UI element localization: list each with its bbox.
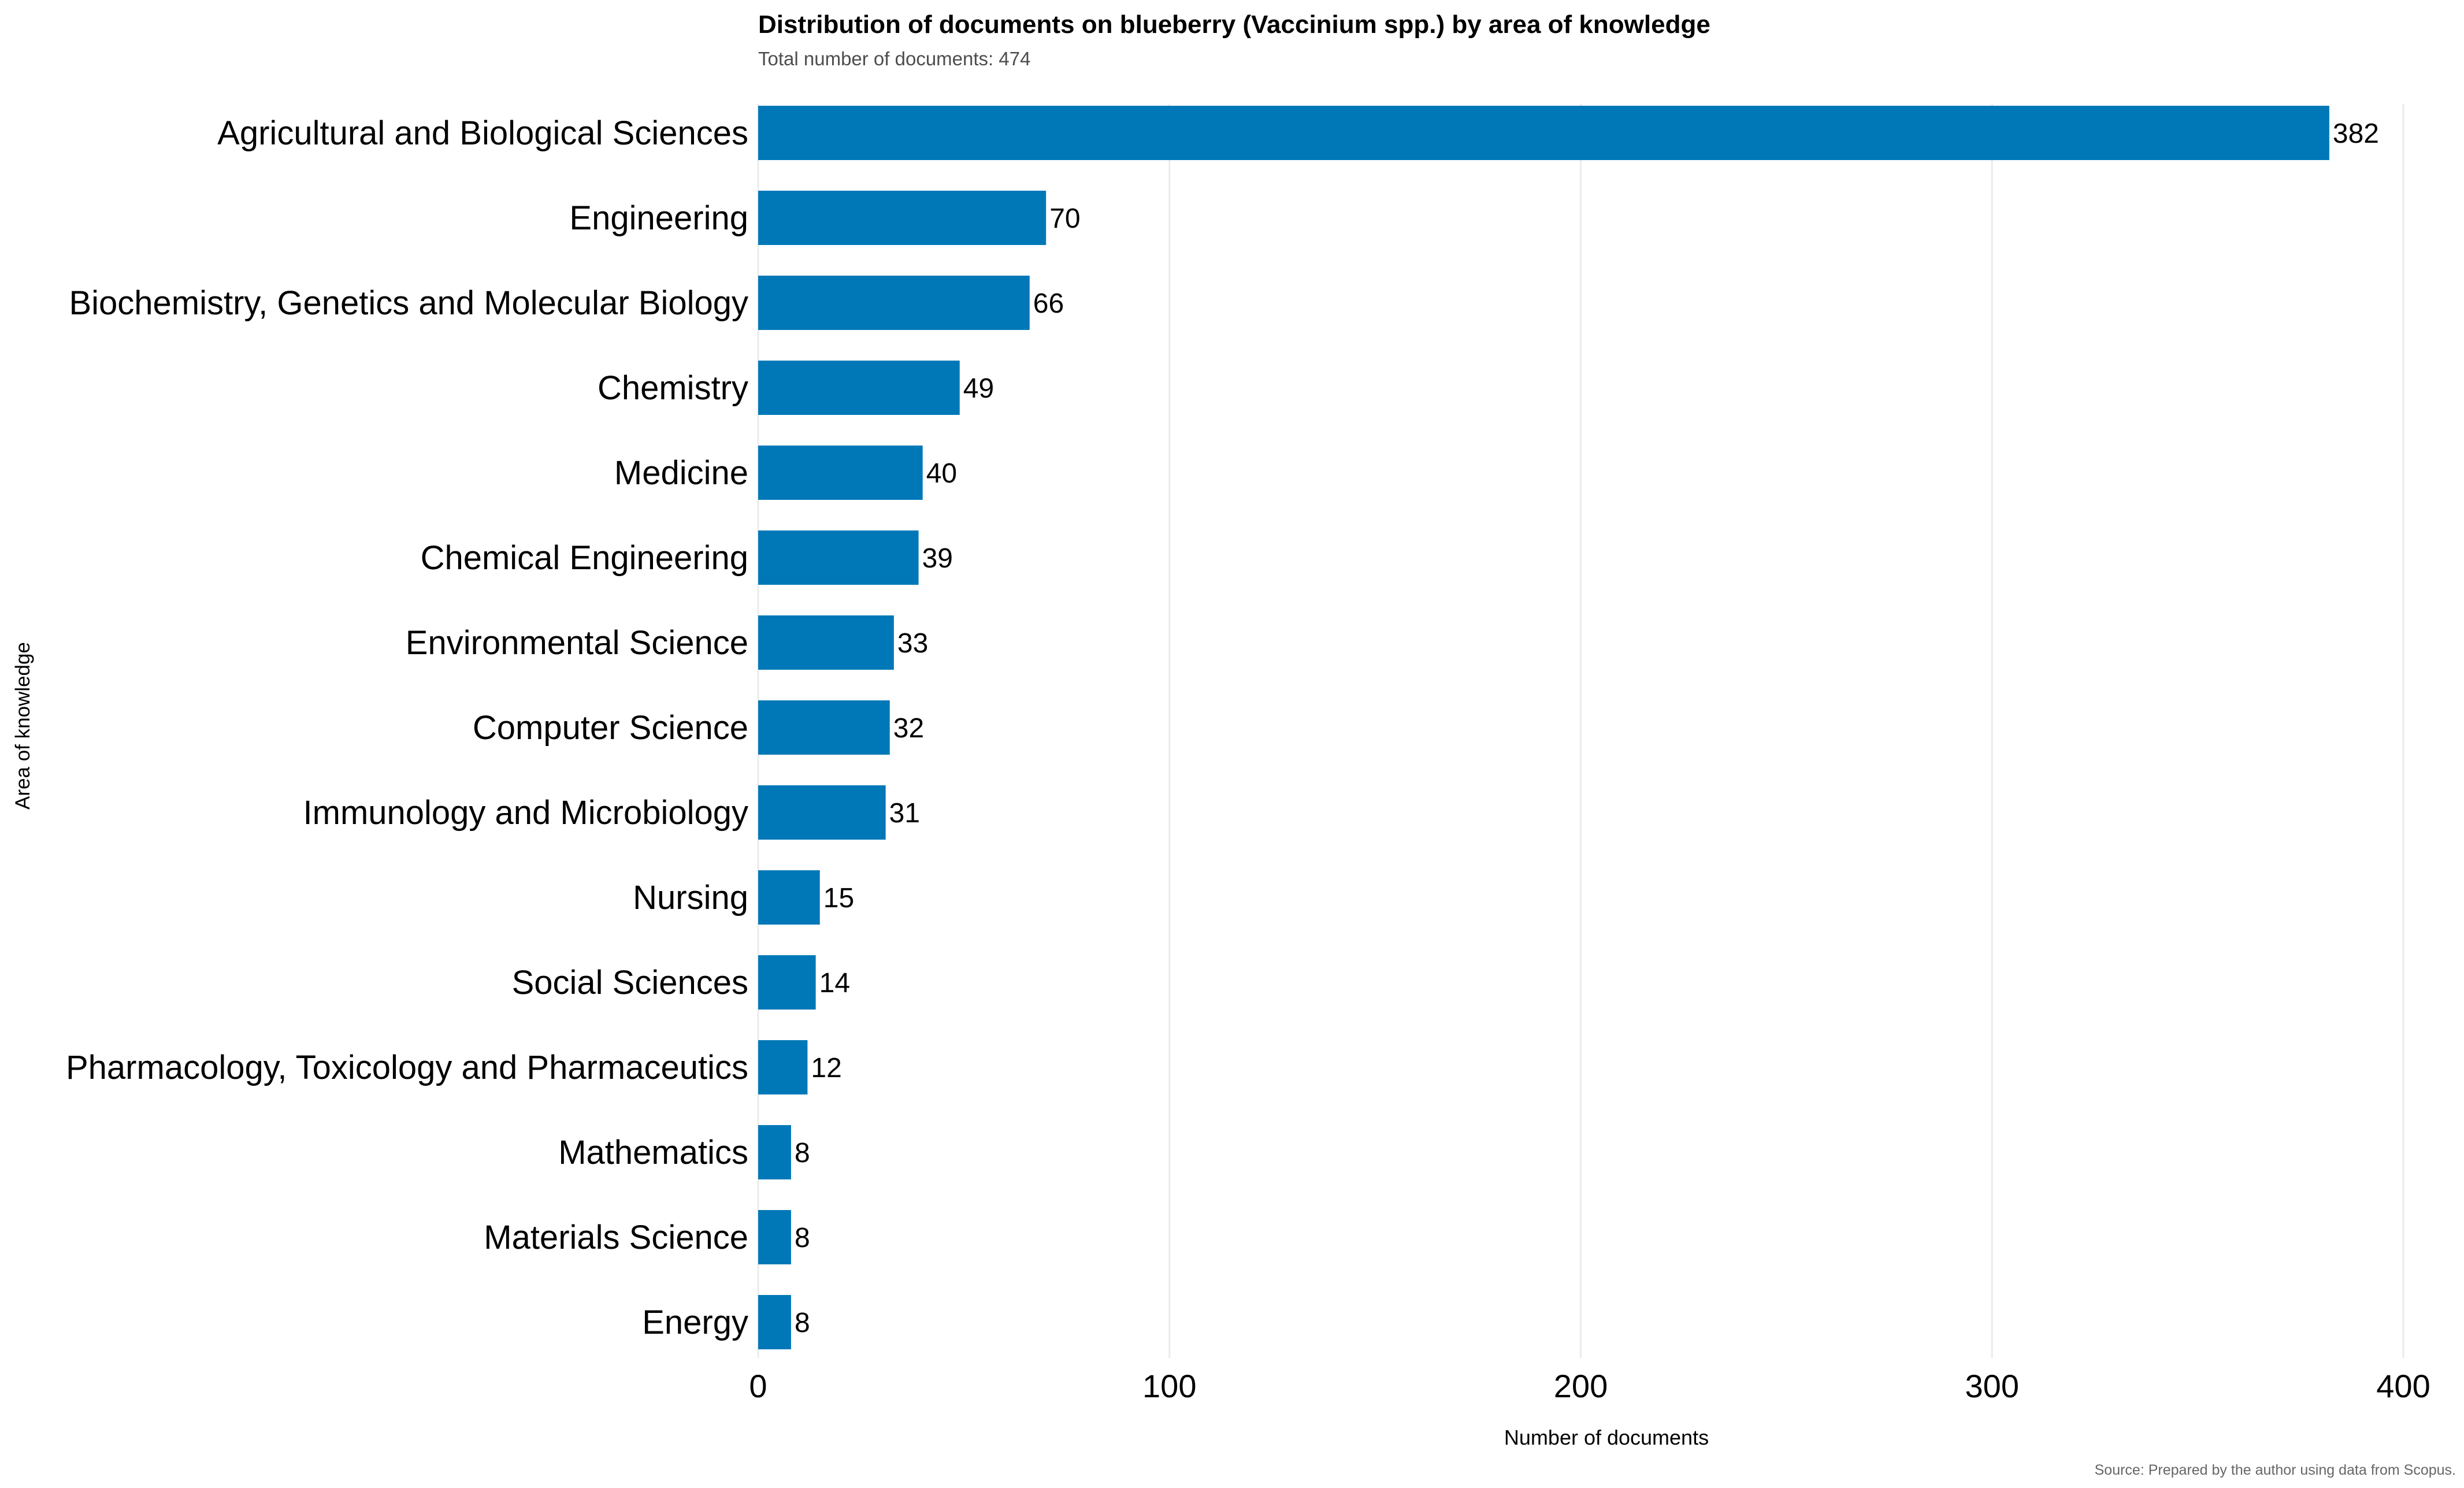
value-label: 8 — [795, 1138, 810, 1168]
value-label: 33 — [897, 628, 928, 659]
value-label: 49 — [963, 373, 994, 404]
source-caption: Source: Prepared by the author using dat… — [2094, 1462, 2456, 1478]
x-tick-label: 200 — [1554, 1368, 1608, 1404]
x-axis-label: Number of documents — [1504, 1426, 1709, 1449]
x-tick-label: 400 — [2376, 1368, 2430, 1404]
value-label: 382 — [2333, 118, 2379, 149]
category-label: Chemistry — [598, 369, 748, 407]
bar — [758, 700, 890, 755]
value-label: 70 — [1049, 203, 1080, 234]
category-labels: Agricultural and Biological Sciences Engi… — [66, 114, 748, 1341]
value-label: 32 — [893, 713, 924, 744]
value-label: 14 — [819, 968, 850, 999]
category-label: Energy — [642, 1304, 748, 1341]
value-label: 12 — [811, 1053, 841, 1083]
x-axis-ticks: 0 100 200 300 400 — [749, 1368, 2430, 1404]
value-labels: 382 70 66 49 40 39 33 32 31 15 14 12 8 8 8 — [795, 118, 2379, 1338]
value-label: 8 — [795, 1223, 810, 1253]
category-label: Pharmacology, Toxicology and Pharmaceuti… — [66, 1049, 748, 1086]
bar — [758, 615, 894, 670]
category-label: Materials Science — [484, 1219, 748, 1256]
x-tick-label: 300 — [1965, 1368, 2019, 1404]
category-label: Computer Science — [473, 709, 748, 747]
category-label: Agricultural and Biological Sciences — [217, 114, 748, 152]
bar — [758, 361, 960, 415]
x-tick-label: 0 — [749, 1368, 767, 1404]
category-label: Social Sciences — [512, 964, 748, 1001]
category-label: Engineering — [569, 199, 748, 237]
bar — [758, 191, 1047, 245]
category-label: Biochemistry, Genetics and Molecular Bio… — [69, 284, 748, 322]
bar — [758, 530, 919, 585]
category-label: Medicine — [614, 454, 748, 492]
bar — [758, 870, 820, 925]
value-label: 15 — [823, 883, 854, 914]
chart-title: Distribution of documents on blueberry (… — [758, 10, 1710, 39]
value-label: 8 — [795, 1308, 810, 1338]
x-tick-label: 100 — [1142, 1368, 1196, 1404]
bar — [758, 1125, 791, 1179]
bar — [758, 785, 886, 840]
value-label: 66 — [1033, 288, 1064, 319]
category-label: Immunology and Microbiology — [303, 794, 748, 832]
value-label: 40 — [926, 458, 957, 489]
bar — [758, 446, 923, 500]
bar — [758, 106, 2329, 160]
bar — [758, 1210, 791, 1264]
category-label: Chemical Engineering — [421, 539, 748, 577]
category-label: Environmental Science — [406, 624, 748, 662]
category-label: Nursing — [633, 879, 748, 916]
bars — [758, 106, 2329, 1349]
bar — [758, 1040, 808, 1094]
bar — [758, 276, 1030, 330]
y-axis-label: Area of knowledge — [12, 642, 34, 810]
category-label: Mathematics — [558, 1134, 748, 1171]
value-label: 39 — [922, 543, 953, 574]
value-label: 31 — [889, 798, 920, 829]
bar — [758, 1295, 791, 1349]
chart-subtitle: Total number of documents: 474 — [758, 48, 1031, 69]
bar — [758, 955, 816, 1010]
